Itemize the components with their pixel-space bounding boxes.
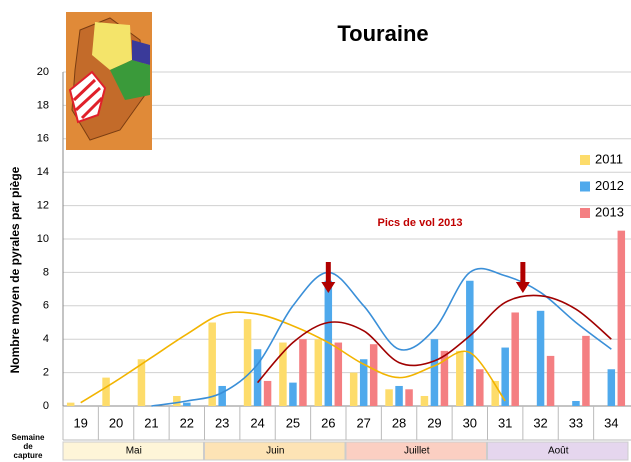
legend-label: 2012 xyxy=(595,178,624,193)
x-tick-label: 25 xyxy=(286,415,300,430)
bar xyxy=(385,389,393,406)
y-tick-label: 10 xyxy=(37,233,49,245)
annotation: Pics de vol 2013 xyxy=(378,217,463,229)
y-tick-label: 16 xyxy=(37,133,49,145)
bar xyxy=(405,389,413,406)
arrow xyxy=(515,262,530,293)
x-tick-label: 33 xyxy=(569,415,583,430)
bar xyxy=(420,395,429,406)
bar xyxy=(582,335,590,406)
bar xyxy=(253,349,262,406)
bar xyxy=(218,385,226,406)
bar xyxy=(314,339,323,406)
x-tick-label: 28 xyxy=(392,415,406,430)
legend-swatch xyxy=(580,181,590,192)
bar xyxy=(501,347,509,406)
bar xyxy=(607,369,616,406)
bar xyxy=(289,382,297,406)
bar xyxy=(476,369,484,406)
y-axis-label: Nombre moyen de pyrales par piège xyxy=(8,166,22,373)
map-image xyxy=(66,12,152,150)
bar xyxy=(208,322,216,406)
bar xyxy=(334,342,343,406)
bar xyxy=(536,310,545,406)
y-tick-label: 4 xyxy=(43,333,49,345)
bar xyxy=(466,280,474,406)
bar xyxy=(546,355,555,406)
x-tick-label: 32 xyxy=(533,415,547,430)
bar xyxy=(572,400,580,406)
bar xyxy=(66,402,75,406)
trend-line xyxy=(80,311,506,404)
trend-line xyxy=(256,294,612,384)
x-tick-label: 24 xyxy=(250,415,264,430)
x-tick-label: 30 xyxy=(463,415,477,430)
month-band xyxy=(487,441,629,461)
y-tick-label: 0 xyxy=(43,400,49,412)
x-tick-label: 26 xyxy=(321,415,335,430)
legend-swatch xyxy=(580,155,590,165)
month-band xyxy=(62,441,204,461)
y-tick-label: 18 xyxy=(37,99,49,111)
bar xyxy=(456,350,464,406)
x-tick-label: 20 xyxy=(109,415,123,430)
bar xyxy=(491,380,499,406)
bar xyxy=(183,402,191,406)
x-tick-label: 27 xyxy=(356,415,370,430)
chart-title: Touraine xyxy=(337,21,428,46)
x-tick-label: 31 xyxy=(498,415,512,430)
month-label: Juin xyxy=(266,446,284,457)
bar xyxy=(440,350,449,406)
legend-label: 2013 xyxy=(595,204,624,219)
y-tick-label: 12 xyxy=(37,200,49,212)
bar xyxy=(359,359,368,406)
bar xyxy=(430,339,439,406)
bar xyxy=(263,380,272,406)
x-tick-label: 29 xyxy=(427,415,441,430)
x-tick-label: 19 xyxy=(73,415,87,430)
bar xyxy=(243,319,252,406)
bar xyxy=(349,372,358,406)
bar xyxy=(279,342,287,406)
legend-label: 2011 xyxy=(595,151,623,166)
x-tick-label: 22 xyxy=(180,415,194,430)
x-tick-label: 23 xyxy=(215,415,229,430)
bar xyxy=(617,230,626,406)
arrow xyxy=(321,262,336,293)
x-axis-label: Semaine de capture xyxy=(12,433,45,460)
y-tick-label: 20 xyxy=(37,66,49,78)
month-band xyxy=(345,441,487,461)
y-tick-label: 8 xyxy=(43,266,49,278)
bar xyxy=(511,312,519,406)
y-tick-label: 2 xyxy=(43,367,49,379)
trend-line xyxy=(151,267,612,407)
y-tick-label: 14 xyxy=(37,166,49,178)
bar xyxy=(173,395,181,406)
x-tick-label: 21 xyxy=(144,415,158,430)
bar xyxy=(137,359,146,406)
bar xyxy=(369,344,378,406)
month-label: Juillet xyxy=(404,446,430,457)
month-label: Mai xyxy=(126,446,142,457)
bar xyxy=(299,339,307,406)
month-band xyxy=(204,441,346,461)
legend-swatch xyxy=(580,208,590,218)
month-label: Août xyxy=(548,446,569,457)
bar xyxy=(395,385,403,406)
y-tick-label: 6 xyxy=(43,300,49,312)
x-tick-label: 34 xyxy=(604,415,618,430)
bar xyxy=(102,377,110,406)
